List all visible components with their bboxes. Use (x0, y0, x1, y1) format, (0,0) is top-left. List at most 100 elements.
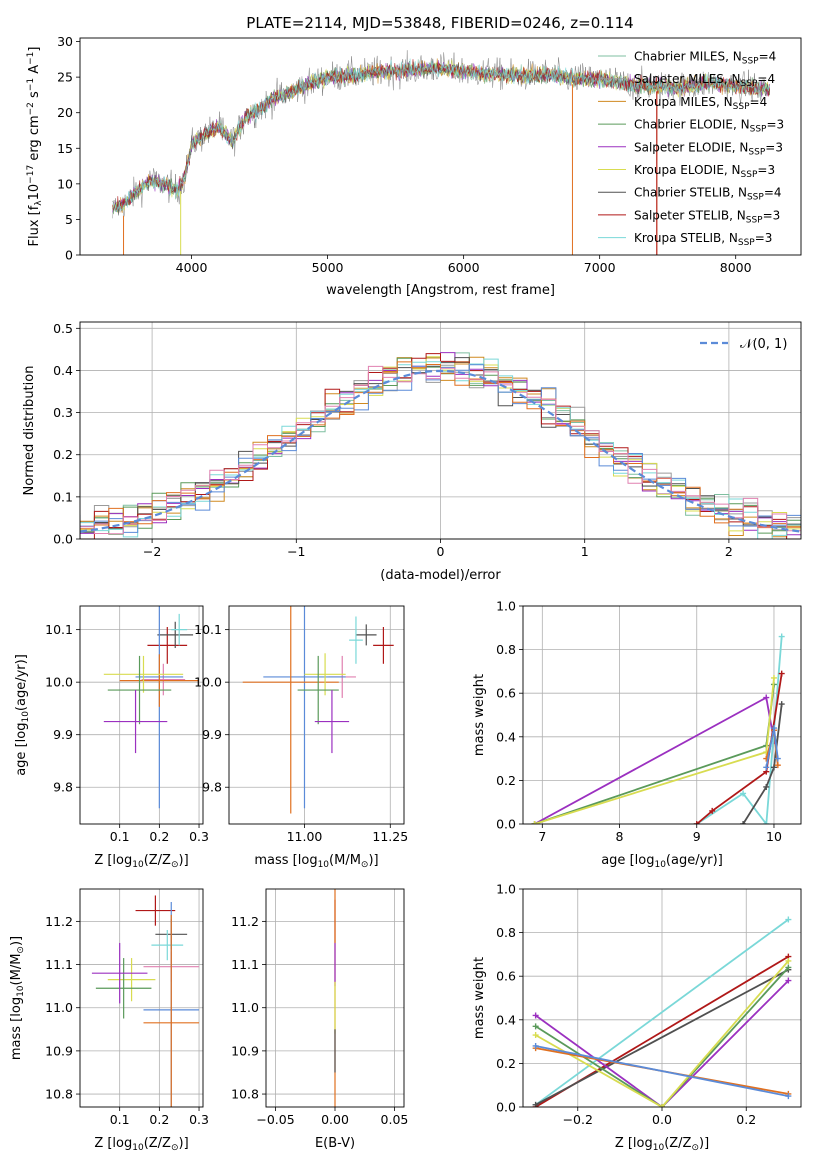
y-tick-label: 0.3 (53, 405, 73, 420)
y-tick-label: 0.2 (53, 447, 73, 462)
spectrum-panel: 4000 5000 6000 7000 8000 0 5 10 15 20 25 30 waveleng… (26, 34, 802, 298)
y-tick-label: 11.1 (231, 957, 259, 972)
x-axis-label: wavelength [Angstrom, rest frame] (326, 283, 555, 298)
y-tick-label: 1.0 (496, 599, 516, 614)
weight-marker (532, 1023, 539, 1030)
x-axis-label: mass [log10(M/M⊙)] (254, 853, 378, 870)
mass-vs-Z-panel: 0.1 0.2 0.3 10.8 10.9 11.0 11.1 11.2 Z [log10(Z/… (9, 888, 209, 1153)
y-axis-label: mass weight (472, 674, 487, 756)
mass-vs-ebv-panel: −0.05 0.00 0.05 10.8 10.9 11.0 11.1 11.2 E(B-V) (231, 888, 408, 1151)
weight-series (535, 918, 789, 1106)
x-tick-label: −2 (143, 544, 161, 559)
weight-marker (659, 1104, 665, 1107)
x-tick-label: 0.2 (149, 829, 169, 844)
y-tick-label: 20 (57, 105, 73, 120)
y-tick-label: 30 (57, 34, 73, 49)
legend-entry: Salpeter ELODIE, NSSP=3 (634, 140, 783, 157)
y-tick-label: 10.8 (45, 1087, 73, 1102)
y-tick-label: 0.1 (53, 489, 73, 504)
y-tick-label: 11.2 (231, 914, 259, 929)
x-tick-label: 0.1 (110, 829, 130, 844)
x-axis-label: Z [log10(Z/Z⊙)] (615, 1136, 709, 1153)
weight-marker (785, 957, 792, 964)
weight-marker (785, 916, 792, 923)
weight-marker (740, 821, 747, 824)
y-tick-label: 0.6 (496, 686, 516, 701)
x-tick-label: 11.00 (287, 829, 323, 844)
x-tick-label: 1 (581, 544, 589, 559)
error-bars (242, 606, 394, 814)
weight-series (534, 684, 775, 824)
y-tick-label: 11.2 (45, 914, 73, 929)
y-tick-label: 0.4 (53, 363, 73, 378)
x-tick-label: 0 (437, 544, 445, 559)
x-tick-label: 0.2 (149, 1112, 169, 1127)
y-tick-label: 0.8 (496, 642, 516, 657)
y-tick-label: 0.4 (496, 729, 516, 744)
x-tick-label: 10 (766, 829, 782, 844)
weight-marker (774, 755, 781, 762)
x-tick-label: −1 (287, 544, 305, 559)
axes-frame (265, 888, 405, 1108)
y-axis-label: mass weight (472, 957, 487, 1039)
weight-marker (763, 764, 770, 771)
axes-frame (79, 888, 204, 1108)
x-tick-label: 2 (725, 544, 733, 559)
x-axis-label: (data-model)/error (380, 568, 501, 583)
y-tick-label: 0.2 (496, 773, 516, 788)
y-tick-label: 11.0 (231, 1000, 259, 1015)
x-tick-label: 6000 (448, 260, 480, 275)
y-tick-label: 9.8 (202, 780, 222, 795)
x-tick-label: 0.1 (110, 1112, 130, 1127)
weight-lines (531, 633, 785, 824)
y-tick-label: 11.1 (45, 957, 73, 972)
x-tick-label: 0.00 (321, 1112, 349, 1127)
weight-marker (763, 821, 770, 824)
y-tick-label: 0.0 (496, 817, 516, 832)
x-axis-label: age [log10(age/yr)] (601, 853, 723, 870)
weight-marker (778, 701, 785, 708)
y-tick-label: 0.8 (496, 925, 516, 940)
weight-marker (785, 977, 792, 984)
weight-marker (770, 764, 777, 771)
legend-entry: Salpeter MILES, NSSP=4 (634, 72, 775, 89)
x-tick-label: 7000 (584, 260, 616, 275)
axes-frame (522, 605, 802, 825)
x-tick-label: 8 (616, 829, 624, 844)
weight-marker (778, 633, 785, 640)
weight-series (534, 677, 775, 824)
weight-marker (740, 790, 747, 797)
y-tick-label: 0.2 (496, 1056, 516, 1071)
weight-marker (778, 670, 785, 677)
y-tick-label: 10.9 (45, 1043, 73, 1058)
x-tick-label: 8000 (720, 260, 752, 275)
legend-entry: Kroupa ELODIE, NSSP=3 (634, 163, 775, 180)
x-axis-label: E(B-V) (315, 1136, 355, 1151)
x-tick-label: 7 (538, 829, 546, 844)
histogram-series (80, 365, 801, 535)
weight-marker (763, 694, 770, 701)
legend-entry: Chabrier STELIB, NSSP=4 (634, 186, 782, 203)
x-tick-label: 0.3 (189, 829, 209, 844)
weight-marker (763, 783, 770, 790)
weight-marker (774, 762, 781, 769)
x-axis-label: Z [log10(Z/Z⊙)] (94, 853, 188, 870)
weight-marker (785, 1093, 792, 1100)
y-tick-label: 10.1 (194, 622, 222, 637)
y-tick-label: 10 (57, 176, 73, 191)
legend-entry: Kroupa STELIB, NSSP=3 (634, 231, 772, 248)
weight-series (535, 979, 790, 1107)
y-axis-label: Normed distribution (22, 366, 37, 496)
y-tick-label: 0 (65, 248, 73, 263)
axes-frame (79, 37, 802, 256)
weight-marker (693, 821, 700, 824)
x-tick-label: 5000 (312, 260, 344, 275)
y-tick-label: 10.9 (231, 1043, 259, 1058)
weight-series (535, 960, 790, 1107)
axes-frame (79, 605, 204, 825)
weight-marker (532, 1042, 539, 1049)
weight-series (696, 673, 783, 824)
weight-series (535, 966, 790, 1107)
residuals-panel: −2 −1 0 1 2 0.0 0.1 0.2 0.3 0.4 0.5 (data-model)/er… (22, 321, 802, 583)
y-tick-label: 25 (57, 70, 73, 85)
